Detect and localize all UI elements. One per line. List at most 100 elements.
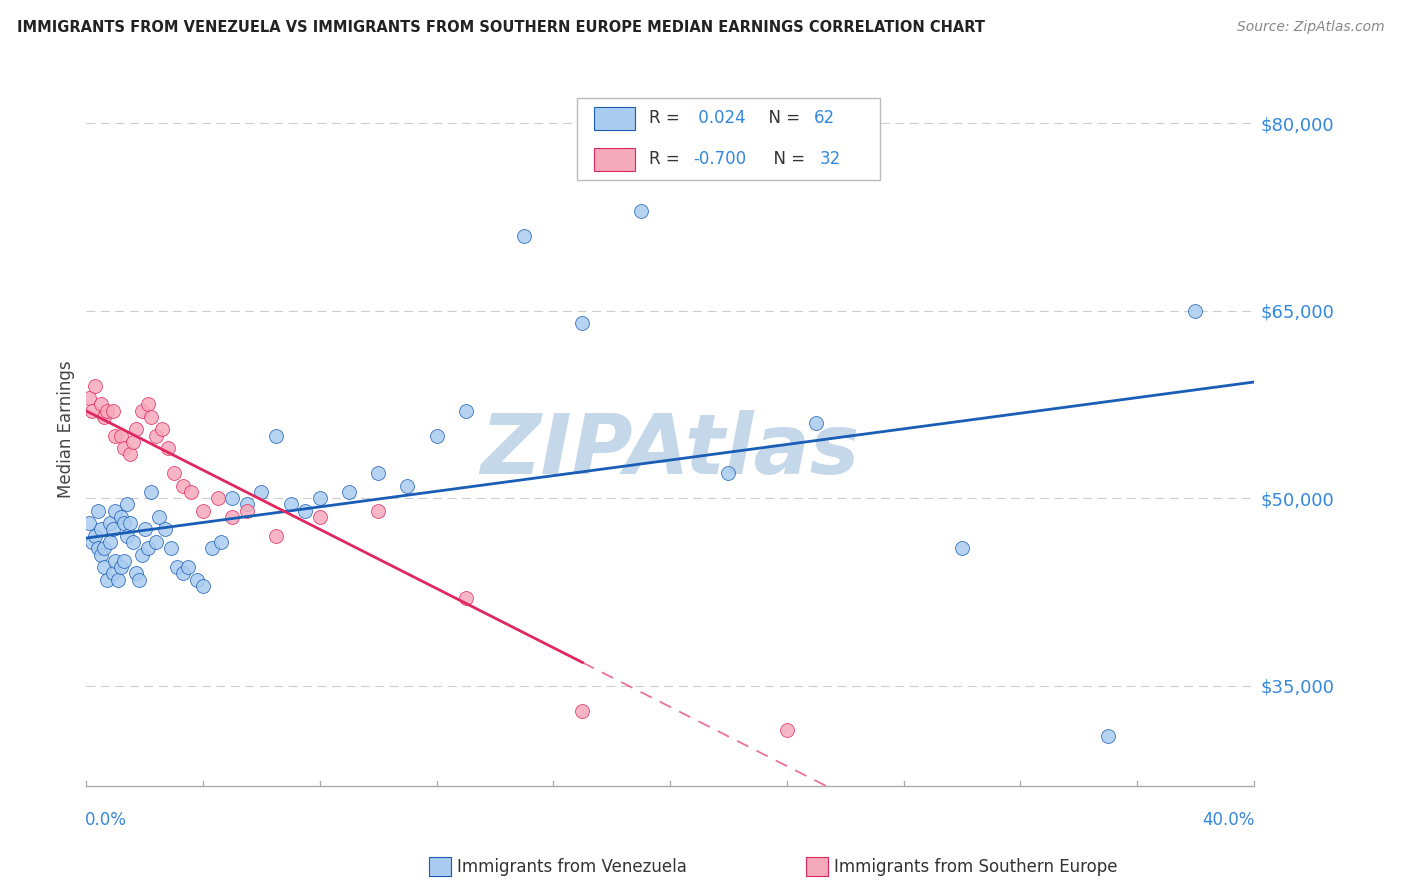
Point — [153, 523, 176, 537]
Point — [454, 403, 477, 417]
Point — [112, 554, 135, 568]
Text: ZIPAtlas: ZIPAtlas — [481, 410, 859, 491]
Point — [148, 510, 170, 524]
Point — [77, 516, 100, 531]
Point — [90, 397, 112, 411]
Text: R =: R = — [650, 110, 685, 128]
Y-axis label: Median Earnings: Median Earnings — [58, 360, 75, 499]
Text: 0.024: 0.024 — [693, 110, 747, 128]
Point — [87, 541, 110, 556]
Point — [96, 403, 118, 417]
Point — [110, 428, 132, 442]
Point — [136, 541, 159, 556]
Point — [425, 428, 447, 442]
Point — [221, 510, 243, 524]
Point — [139, 409, 162, 424]
Point — [139, 485, 162, 500]
Point — [82, 403, 104, 417]
Point — [84, 529, 107, 543]
Point — [250, 485, 273, 500]
Point — [125, 566, 148, 581]
Point — [110, 560, 132, 574]
Point — [128, 573, 150, 587]
Point — [630, 203, 652, 218]
Point — [90, 548, 112, 562]
Point — [96, 573, 118, 587]
Text: Immigrants from Venezuela: Immigrants from Venezuela — [457, 858, 686, 876]
Point — [145, 535, 167, 549]
Point — [166, 560, 188, 574]
Point — [131, 403, 153, 417]
Point — [280, 498, 302, 512]
Bar — [595, 148, 636, 170]
Point — [84, 378, 107, 392]
Text: Source: ZipAtlas.com: Source: ZipAtlas.com — [1237, 20, 1385, 34]
Point — [82, 535, 104, 549]
Point — [209, 535, 232, 549]
Point — [122, 434, 145, 449]
Point — [1184, 303, 1206, 318]
Point — [122, 535, 145, 549]
Text: N =: N = — [763, 151, 811, 169]
Point — [236, 504, 259, 518]
Point — [571, 316, 593, 330]
Point — [513, 228, 536, 243]
Point — [101, 403, 124, 417]
Text: 0.0%: 0.0% — [86, 811, 127, 829]
Point — [136, 397, 159, 411]
Point — [367, 504, 389, 518]
Point — [104, 554, 127, 568]
Point — [308, 510, 330, 524]
Point — [396, 479, 419, 493]
Text: -0.700: -0.700 — [693, 151, 747, 169]
Point — [112, 516, 135, 531]
Point — [804, 416, 827, 430]
Point — [454, 591, 477, 606]
Point — [337, 485, 360, 500]
Point — [264, 428, 287, 442]
Point — [98, 516, 121, 531]
Point — [87, 504, 110, 518]
Point — [236, 498, 259, 512]
Point — [107, 573, 129, 587]
Point — [134, 523, 156, 537]
Point — [120, 516, 142, 531]
Point — [90, 523, 112, 537]
Text: 32: 32 — [820, 151, 841, 169]
Text: IMMIGRANTS FROM VENEZUELA VS IMMIGRANTS FROM SOUTHERN EUROPE MEDIAN EARNINGS COR: IMMIGRANTS FROM VENEZUELA VS IMMIGRANTS … — [17, 20, 984, 35]
Point — [157, 441, 180, 455]
Point — [77, 391, 100, 405]
Point — [1097, 729, 1119, 743]
Point — [367, 467, 389, 481]
Point — [163, 467, 186, 481]
Point — [131, 548, 153, 562]
Point — [104, 504, 127, 518]
Point — [294, 504, 316, 518]
Point — [180, 485, 202, 500]
Point — [98, 535, 121, 549]
Point — [160, 541, 183, 556]
Point — [120, 447, 142, 461]
Point — [717, 467, 740, 481]
Point — [104, 428, 127, 442]
Point — [125, 422, 148, 436]
Point — [93, 409, 115, 424]
Text: 62: 62 — [814, 110, 835, 128]
Point — [191, 504, 214, 518]
Text: 40.0%: 40.0% — [1202, 811, 1256, 829]
Point — [150, 422, 173, 436]
Point — [776, 723, 799, 737]
Point — [571, 704, 593, 718]
Point — [115, 498, 138, 512]
Point — [101, 566, 124, 581]
Text: N =: N = — [758, 110, 806, 128]
Point — [172, 479, 194, 493]
Point — [201, 541, 224, 556]
Point — [101, 523, 124, 537]
Point — [221, 491, 243, 506]
Point — [112, 441, 135, 455]
Point — [186, 573, 208, 587]
Point — [264, 529, 287, 543]
Point — [115, 529, 138, 543]
Point — [110, 510, 132, 524]
